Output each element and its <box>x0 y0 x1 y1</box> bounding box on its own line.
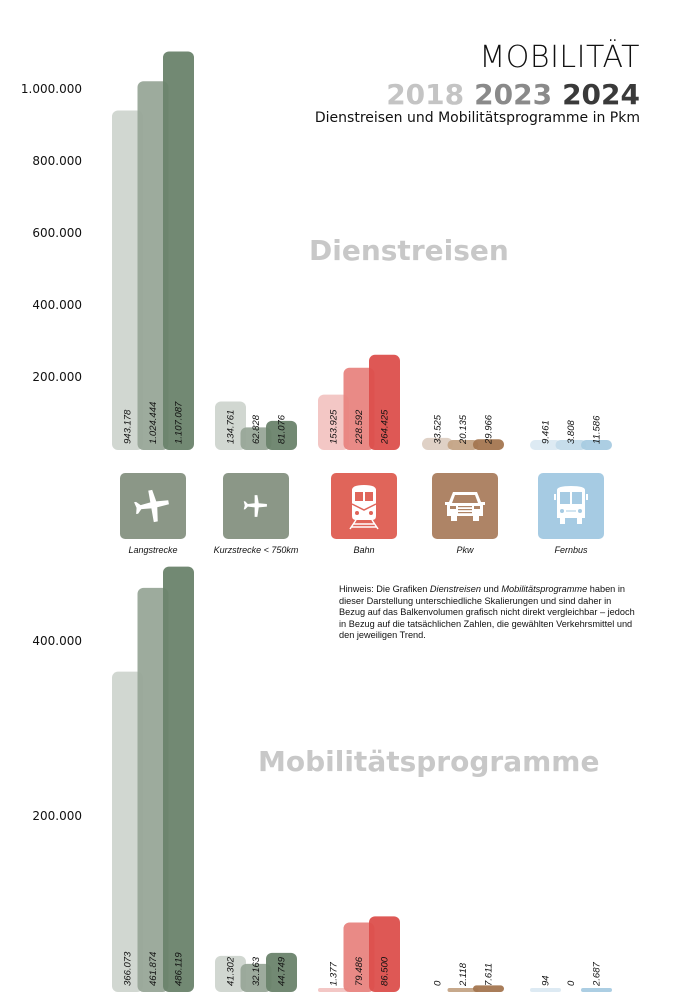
mode-icon-pkw <box>432 473 498 539</box>
y-tick-label: 200.000 <box>32 809 82 823</box>
bar-value-label: 264.425 <box>380 409 391 445</box>
bar-dienstreisen-2018 <box>215 401 246 450</box>
bar-value-label: 33.525 <box>433 414 444 444</box>
bar-value-label: 32.163 <box>251 956 262 986</box>
car-icon <box>445 492 485 521</box>
bar-mobilitaetsprogramme-2023 <box>240 963 272 992</box>
year-2023-label: 2023 <box>474 78 553 111</box>
bar-dienstreisen-2023 <box>240 427 272 450</box>
bar-value-label: 81.076 <box>277 414 288 444</box>
y-tick-label: 400.000 <box>32 298 82 312</box>
chart-title-mobilitaetsprogramme: Mobilitätsprogramme <box>258 745 600 778</box>
bar-value-label: 0 <box>433 980 444 986</box>
bar-mobilitaetsprogramme-2024 <box>581 988 612 992</box>
bar-dienstreisen-2024 <box>369 354 400 450</box>
bar-mobilitaetsprogramme-2018 <box>530 988 561 992</box>
bar-dienstreisen-2024 <box>473 439 504 450</box>
mode-label-kurzstrecke: Kurzstrecke < 750km <box>213 545 299 555</box>
page-title: MOBILITÄT <box>479 40 640 75</box>
bar-dienstreisen-2018 <box>318 394 349 450</box>
bar-value-label: 1.024.444 <box>148 402 159 444</box>
bar-mobilitaetsprogramme-2018 <box>112 671 143 992</box>
mode-icon-bahn <box>331 473 397 539</box>
y-tick-label: 800.000 <box>32 154 82 168</box>
chart-title-dienstreisen: Dienstreisen <box>309 234 509 267</box>
y-tick-label: 400.000 <box>32 634 82 648</box>
bar-value-label: 9.461 <box>541 420 552 444</box>
bar-value-label: 943.178 <box>123 409 134 444</box>
mode-icon-langstrecke <box>120 473 186 539</box>
bar-mobilitaetsprogramme-2023 <box>137 587 169 992</box>
bar-value-label: 461.874 <box>148 952 159 986</box>
note-em-dienstreisen: Dienstreisen <box>429 584 481 594</box>
bar-value-label: 86.500 <box>380 956 391 986</box>
mode-label-pkw: Pkw <box>456 545 474 555</box>
bar-mobilitaetsprogramme-2024 <box>266 952 297 992</box>
bar-value-label: 62.828 <box>251 414 262 444</box>
bar-value-label: 134.761 <box>226 410 237 444</box>
bar-value-label: 94 <box>541 975 552 986</box>
bar-value-label: 0 <box>566 980 577 986</box>
bar-dienstreisen-2024 <box>163 51 194 451</box>
bar-value-label: 486.119 <box>174 952 185 986</box>
bar-value-label: 11.586 <box>592 415 603 444</box>
bar-value-label: 2.687 <box>592 962 603 987</box>
bar-mobilitaetsprogramme-2018 <box>215 955 246 992</box>
year-legend: 2018 2023 2024 <box>376 78 640 111</box>
bar-dienstreisen-2023 <box>343 367 375 450</box>
bar-value-label: 153.925 <box>329 409 340 444</box>
y-tick-label: 200.000 <box>32 370 82 384</box>
bar-value-label: 2.118 <box>458 962 469 987</box>
bar-value-label: 228.592 <box>354 409 365 445</box>
mode-label-fernbus: Fernbus <box>554 545 588 555</box>
y-tick-label: 1.000.000 <box>20 82 82 96</box>
bar-dienstreisen-2024 <box>266 420 297 450</box>
bar-value-label: 1.107.087 <box>174 401 185 444</box>
note-mid: und <box>480 584 502 594</box>
bus-icon <box>554 486 588 524</box>
bar-value-label: 41.302 <box>226 956 237 986</box>
bar-value-label: 44.749 <box>277 956 288 986</box>
bar-dienstreisen-2018 <box>530 440 561 450</box>
bar-dienstreisen-2023 <box>447 440 479 450</box>
bar-dienstreisen-2018 <box>422 437 453 450</box>
bar-value-label: 1.377 <box>329 962 340 986</box>
bar-value-label: 7.611 <box>484 963 495 986</box>
mode-icon-fernbus <box>538 473 604 539</box>
note-em-mobilitaetsprogramme: Mobilitätsprogramme <box>501 584 588 594</box>
mode-icon-kurzstrecke <box>223 473 289 539</box>
mode-label-bahn: Bahn <box>353 545 375 555</box>
bar-value-label: 29.966 <box>484 414 495 445</box>
bar-mobilitaetsprogramme-2023 <box>343 922 375 992</box>
airplane-large-icon <box>134 489 169 523</box>
train-icon <box>349 485 379 530</box>
airplane-small-icon <box>243 495 267 517</box>
bar-value-label: 366.073 <box>123 951 134 986</box>
bar-mobilitaetsprogramme-2024 <box>163 566 194 992</box>
bar-mobilitaetsprogramme-2018 <box>318 988 349 992</box>
mode-label-langstrecke: Langstrecke <box>128 545 178 555</box>
bar-dienstreisen-2018 <box>112 110 143 450</box>
bar-dienstreisen-2024 <box>581 440 612 450</box>
year-2018-label: 2018 <box>386 78 465 111</box>
note-rest: haben in dieser Darstellung unterschiedl… <box>339 584 635 641</box>
note-text: Hinweis: Die Grafiken Dienstreisen und M… <box>339 584 639 642</box>
bar-dienstreisen-2023 <box>137 81 169 450</box>
bar-mobilitaetsprogramme-2024 <box>369 916 400 992</box>
bar-value-label: 20.135 <box>458 414 469 445</box>
note-prefix: Hinweis: Die Grafiken <box>339 584 430 594</box>
bar-value-label: 3.808 <box>566 420 577 444</box>
bar-mobilitaetsprogramme-2023 <box>447 988 479 992</box>
bar-mobilitaetsprogramme-2024 <box>473 985 504 992</box>
bar-value-label: 79.486 <box>354 956 365 986</box>
y-tick-label: 600.000 <box>32 226 82 240</box>
page-subtitle: Dienstreisen und Mobilitätsprogramme in … <box>314 110 640 126</box>
year-2024-label: 2024 <box>562 78 640 111</box>
bar-dienstreisen-2023 <box>555 440 587 450</box>
